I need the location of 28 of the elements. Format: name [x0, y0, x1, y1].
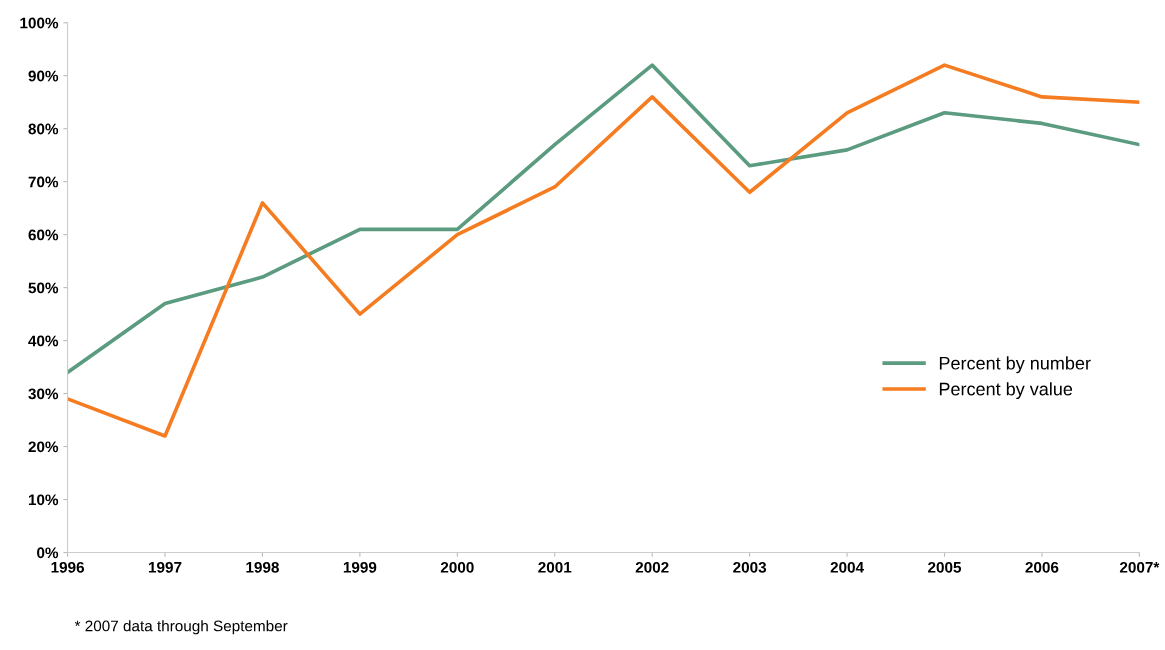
y-tick-label: 100% — [20, 17, 59, 29]
x-tick-label: 2000 — [440, 561, 474, 573]
x-tick-label: 1999 — [343, 561, 377, 573]
text: * 2007 data through September — [74, 620, 288, 635]
y-tick-label: 0% — [37, 547, 59, 559]
y-tick-label: 20% — [28, 441, 59, 453]
y-tick-label: 80% — [28, 123, 59, 135]
line-series — [67, 63, 1140, 438]
y-tick-label: 10% — [28, 494, 59, 506]
x-tick-label: 2003 — [733, 561, 767, 573]
x-tick-label: 2005 — [928, 561, 962, 573]
legend-label: Percent by value — [939, 382, 1073, 400]
y-tick-label: 90% — [28, 70, 59, 82]
x-tick-label: 2001 — [538, 561, 572, 573]
y-tick-label: 60% — [28, 229, 59, 241]
x-tick-label: 1997 — [148, 561, 182, 573]
x-tick-label: 2004 — [830, 561, 864, 573]
x-tick-label: 1996 — [51, 561, 85, 573]
y-tick-label: 40% — [28, 335, 59, 347]
y-tick-label: 70% — [28, 176, 59, 188]
legend-label: Percent by number — [939, 356, 1091, 374]
x-tick-label: 2006 — [1025, 561, 1059, 573]
x-tick-label: 2002 — [635, 561, 669, 573]
line-series — [67, 63, 1140, 375]
y-tick-label: 50% — [28, 282, 59, 294]
y-tick-label: 30% — [28, 388, 59, 400]
x-tick-label: 2007* — [1119, 561, 1160, 573]
x-tick-label: 1998 — [246, 561, 279, 573]
